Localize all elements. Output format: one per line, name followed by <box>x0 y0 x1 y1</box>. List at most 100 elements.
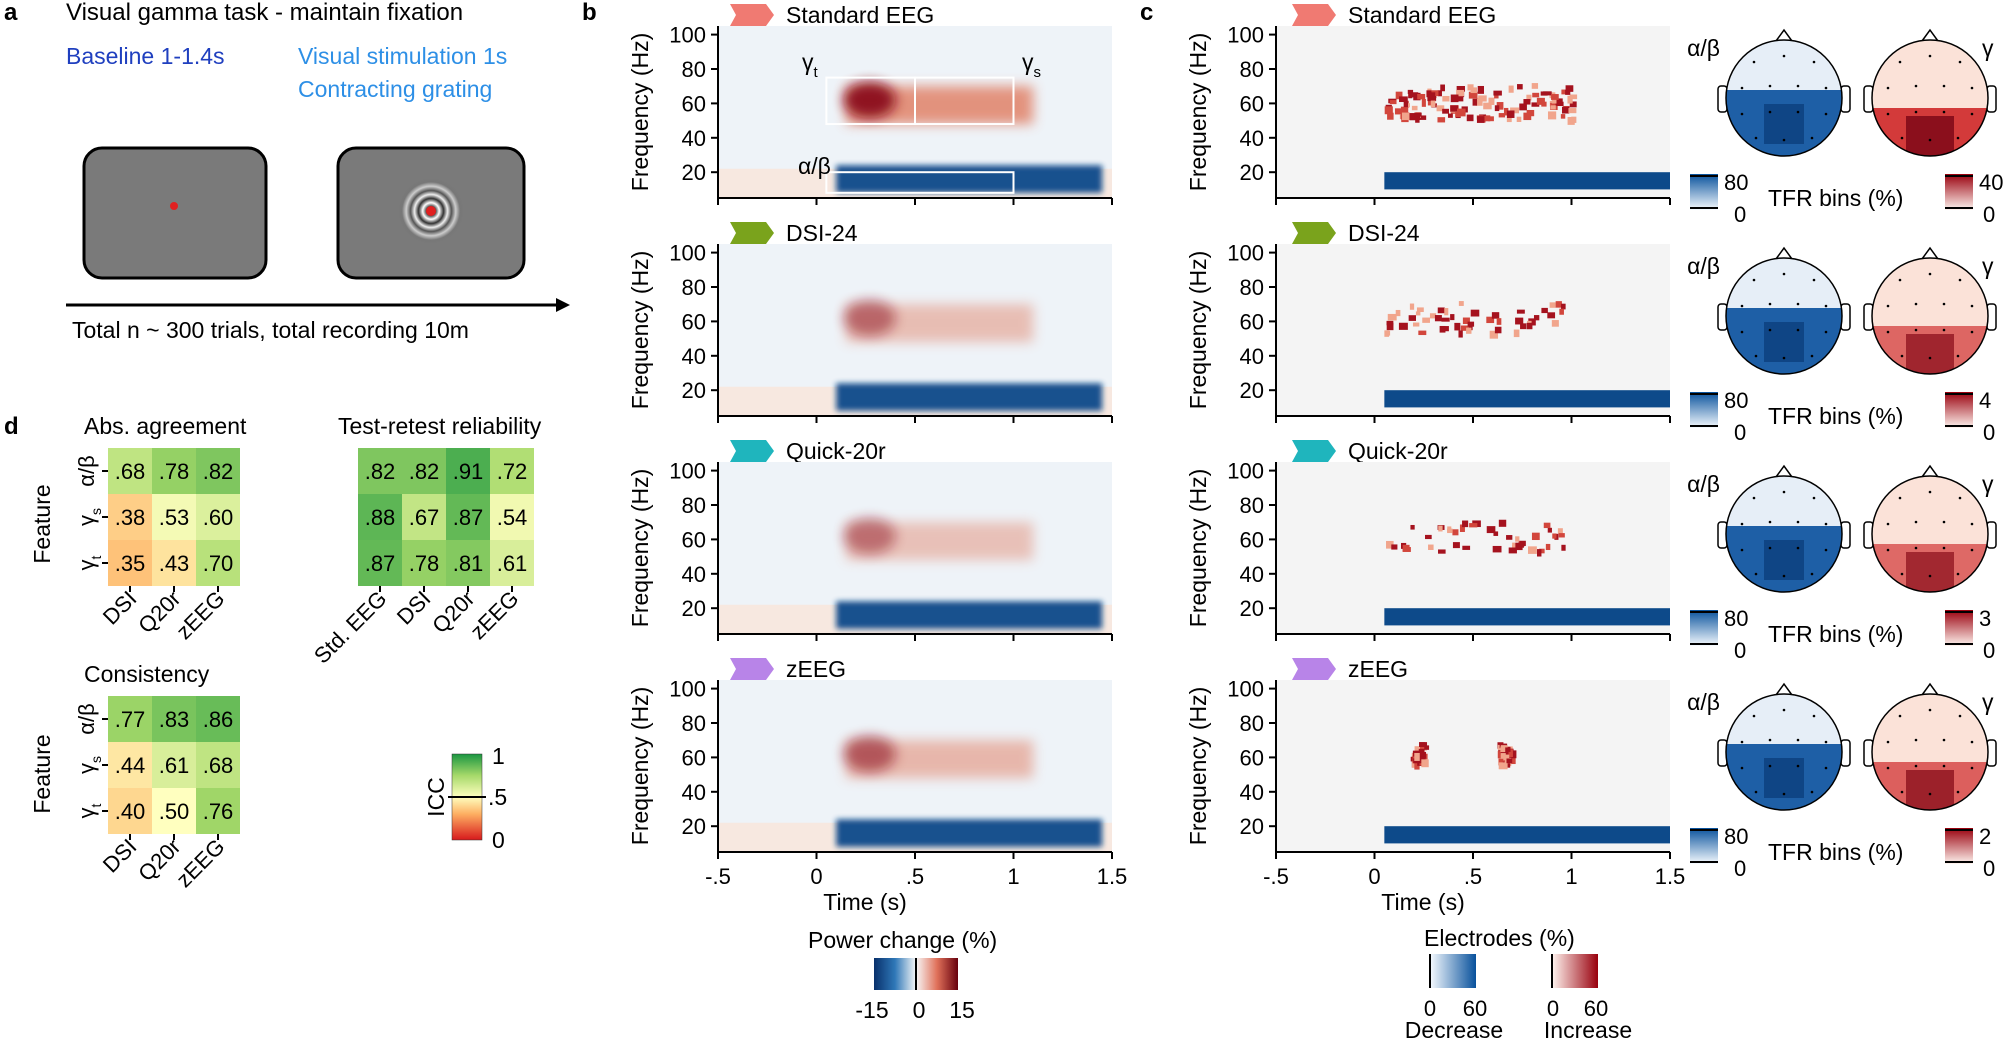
map-ylabel: Frequency (Hz) <box>1185 251 1211 409</box>
map-gamma-cell <box>1469 523 1478 528</box>
spectrogram-xlabel: Time (s) <box>823 889 906 915</box>
consistency-title: Consistency <box>84 661 210 687</box>
map-gamma-cell <box>1472 98 1478 106</box>
alpha-beta-decrease <box>836 165 1103 193</box>
topo-gamma-label: γ <box>1982 471 1994 497</box>
consistency-heatmap: .77.83.86.44.61.68.40.50.76α/βγsγtDSIQ20… <box>74 696 240 892</box>
map-gamma-cell <box>1541 307 1548 314</box>
topo-fill <box>1726 694 1842 810</box>
electrode-dot <box>1970 766 1974 770</box>
spectrogram-ytick-label: 20 <box>682 814 706 839</box>
head-outline <box>1871 257 1989 375</box>
map-xtick-label: 1.5 <box>1655 864 1686 889</box>
power-tick-zero: 0 <box>913 997 926 1023</box>
map-gamma-cell <box>1508 547 1517 554</box>
gamma-colorbar <box>1945 392 1973 428</box>
spectrogram-ytick-label: 100 <box>669 23 706 48</box>
heatmap-cell <box>196 494 240 540</box>
spectrogram-xtick-label: .5 <box>906 864 924 889</box>
map-gamma-cell <box>1547 111 1557 120</box>
map-gamma-cell <box>1412 322 1420 327</box>
heatmap-cell-label: .54 <box>497 505 528 530</box>
map-gamma-cell <box>1460 325 1469 331</box>
electrode-dot <box>1914 546 1918 550</box>
spectrogram-ytick-label: 60 <box>682 309 706 334</box>
heatmap-cell-label: .72 <box>497 459 528 484</box>
roi-label-gamma-s: γs <box>1022 49 1041 81</box>
alpha-beta-decrease <box>836 383 1103 411</box>
panel-d: d Abs. agreement Test-retest reliability… <box>4 413 542 892</box>
panel-letter-c: c <box>1140 0 1153 26</box>
task-title: Visual gamma task - maintain fixation <box>66 0 463 26</box>
gamma-colorbar-max: 2 <box>1979 824 1991 849</box>
electrode-dot <box>1900 572 1904 576</box>
roi-label-alpha-beta: α/β <box>798 153 831 179</box>
map-gamma-cell <box>1467 321 1475 327</box>
map-gamma-cell <box>1410 524 1415 530</box>
map-bg <box>1276 680 1670 852</box>
heatmap-cell-label: .82 <box>203 459 234 484</box>
head-outline <box>1871 693 1989 811</box>
map-gamma-cell <box>1387 313 1397 321</box>
spectrogram-xtick-label: 0 <box>810 864 822 889</box>
map-gamma-cell <box>1531 102 1540 107</box>
map-gamma-cell <box>1559 308 1564 315</box>
head-outline <box>1871 475 1989 593</box>
heatmap-cell-label: .86 <box>203 707 234 732</box>
electrode-dot <box>1812 60 1816 64</box>
map-gamma-cell <box>1491 312 1500 319</box>
map-ytick-label: 80 <box>1240 275 1264 300</box>
gamma-colorbar <box>1945 174 1973 210</box>
map-gamma-cell <box>1498 113 1506 118</box>
map-gamma-cell <box>1462 520 1469 528</box>
electrode-dot <box>1754 354 1758 358</box>
map-gamma-cell <box>1506 110 1515 118</box>
feature-label-cons: Feature <box>29 734 55 813</box>
map-gamma-cell <box>1494 326 1502 334</box>
heatmap-cell-label: .78 <box>159 459 190 484</box>
spectrogram-ytick-label: 60 <box>682 745 706 770</box>
topo-alpha-label: α/β <box>1687 253 1720 279</box>
map-gamma-cell <box>1516 116 1522 123</box>
spectrogram-ylabel: Frequency (Hz) <box>627 251 653 409</box>
heatmap-cell <box>490 448 534 494</box>
topo-alpha <box>1717 246 1851 375</box>
spectrogram-ytick-label: 60 <box>682 527 706 552</box>
map-gamma-cell <box>1419 742 1426 747</box>
spectrogram-xtick-label: -.5 <box>705 864 731 889</box>
heatmap-cell <box>108 696 152 742</box>
spectrogram-ytick-label: 40 <box>682 126 706 151</box>
electrode-dot <box>1900 790 1904 794</box>
topo-blue-core <box>1764 104 1804 144</box>
map-gamma-cell <box>1545 543 1551 551</box>
heatmap-row-label: γs <box>74 756 104 774</box>
gamma-transient <box>843 517 896 554</box>
heatmap-cell <box>446 540 490 586</box>
map-gamma-cell <box>1494 94 1499 99</box>
roi-label-gamma-t: γt <box>802 49 819 81</box>
system-tag-map <box>1292 4 1336 26</box>
spectrogram-ytick-label: 80 <box>682 493 706 518</box>
head-outline <box>1725 693 1843 811</box>
topo-gamma-label: γ <box>1982 253 1994 279</box>
map-ytick-label: 20 <box>1240 160 1264 185</box>
map-gamma-cell <box>1444 308 1449 316</box>
map-gamma-cell <box>1418 748 1425 757</box>
electrode-dot <box>1812 278 1816 282</box>
electrode-dot <box>1928 490 1932 494</box>
map-ytick-label: 80 <box>1240 57 1264 82</box>
map-gamma-cell <box>1492 545 1502 553</box>
electrode-dot <box>1898 714 1902 718</box>
map-gamma-cell <box>1411 105 1418 111</box>
timeline-label: Total n ~ 300 trials, total recording 10… <box>72 317 469 343</box>
electrode-dot <box>1970 112 1974 116</box>
map-bg <box>1276 462 1670 634</box>
topo-gamma-label: γ <box>1982 35 1994 61</box>
topo-gamma <box>1863 246 1997 375</box>
electrode-dot <box>1752 60 1756 64</box>
map-gamma-cell <box>1386 320 1394 326</box>
map-gamma-cell <box>1384 106 1393 115</box>
map-gamma-cell <box>1428 544 1434 550</box>
map-ylabel: Frequency (Hz) <box>1185 687 1211 845</box>
spectrogram-xtick-label: 1.5 <box>1097 864 1128 889</box>
